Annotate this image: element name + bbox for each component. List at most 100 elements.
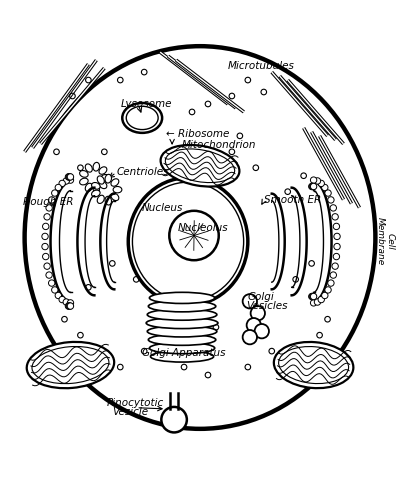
Circle shape: [48, 280, 55, 286]
Circle shape: [332, 263, 338, 269]
Ellipse shape: [105, 174, 112, 183]
Text: Pinocytotic: Pinocytotic: [106, 398, 164, 408]
Circle shape: [325, 190, 331, 196]
Text: Cell
Membrane: Cell Membrane: [376, 217, 395, 266]
Ellipse shape: [113, 186, 122, 193]
Text: Mitochondrion: Mitochondrion: [182, 140, 256, 149]
Circle shape: [66, 174, 73, 180]
Circle shape: [332, 214, 338, 220]
Circle shape: [63, 178, 70, 184]
Circle shape: [322, 184, 328, 191]
Circle shape: [328, 280, 334, 286]
Ellipse shape: [150, 292, 215, 304]
Text: Nucleus: Nucleus: [142, 203, 184, 213]
Ellipse shape: [122, 103, 162, 133]
Circle shape: [309, 293, 315, 300]
Circle shape: [169, 211, 219, 260]
Circle shape: [66, 303, 72, 309]
Ellipse shape: [101, 174, 110, 181]
Ellipse shape: [25, 46, 375, 429]
Circle shape: [67, 303, 74, 309]
Text: Centrioles: Centrioles: [116, 167, 169, 177]
Circle shape: [243, 294, 257, 308]
Circle shape: [309, 293, 316, 300]
Circle shape: [255, 324, 269, 338]
Ellipse shape: [150, 342, 215, 354]
Ellipse shape: [97, 195, 104, 204]
Ellipse shape: [274, 342, 353, 388]
Circle shape: [330, 205, 336, 211]
Circle shape: [44, 214, 50, 220]
Text: Rough ER: Rough ER: [23, 197, 73, 206]
Text: Golgi Apparatus: Golgi Apparatus: [142, 348, 226, 358]
Circle shape: [67, 177, 74, 183]
Ellipse shape: [85, 164, 92, 172]
Circle shape: [334, 243, 340, 250]
Circle shape: [48, 197, 55, 203]
Ellipse shape: [148, 301, 216, 312]
Circle shape: [65, 174, 72, 180]
Ellipse shape: [105, 196, 112, 205]
Ellipse shape: [148, 334, 216, 345]
Circle shape: [161, 407, 187, 433]
Circle shape: [66, 174, 72, 180]
Circle shape: [325, 287, 331, 293]
Circle shape: [52, 287, 58, 293]
Circle shape: [52, 190, 58, 196]
Ellipse shape: [80, 178, 88, 185]
Ellipse shape: [92, 190, 100, 197]
Ellipse shape: [92, 182, 100, 189]
Circle shape: [310, 293, 316, 300]
Ellipse shape: [111, 179, 119, 186]
Circle shape: [42, 233, 48, 240]
Text: Lysosome: Lysosome: [120, 99, 172, 109]
Circle shape: [333, 253, 340, 260]
Text: Vesicles: Vesicles: [247, 301, 288, 311]
Circle shape: [318, 180, 324, 187]
Ellipse shape: [150, 351, 214, 362]
Circle shape: [67, 300, 74, 306]
Ellipse shape: [160, 145, 240, 186]
Circle shape: [42, 223, 49, 229]
Circle shape: [55, 292, 62, 299]
Circle shape: [309, 183, 316, 190]
Text: Nucleolus: Nucleolus: [178, 223, 229, 232]
Circle shape: [310, 300, 317, 306]
Text: Vesicle: Vesicle: [112, 407, 148, 417]
Circle shape: [310, 183, 316, 190]
Circle shape: [310, 293, 317, 300]
Circle shape: [333, 223, 340, 229]
Ellipse shape: [97, 176, 104, 184]
Circle shape: [328, 197, 334, 203]
Circle shape: [42, 253, 49, 260]
Ellipse shape: [128, 178, 248, 305]
Circle shape: [247, 318, 261, 332]
Circle shape: [46, 205, 52, 211]
Text: ← Ribosome: ← Ribosome: [166, 129, 230, 139]
Circle shape: [314, 178, 321, 184]
Circle shape: [309, 183, 315, 190]
Circle shape: [251, 306, 265, 320]
Circle shape: [59, 180, 65, 187]
Circle shape: [318, 297, 324, 303]
Circle shape: [44, 263, 50, 269]
Text: Smooth ER: Smooth ER: [264, 194, 321, 205]
Ellipse shape: [111, 193, 119, 201]
Circle shape: [314, 299, 321, 305]
Ellipse shape: [93, 162, 100, 171]
Circle shape: [66, 303, 73, 309]
Circle shape: [67, 174, 74, 180]
Ellipse shape: [147, 309, 217, 320]
Ellipse shape: [99, 167, 107, 174]
Ellipse shape: [147, 326, 217, 337]
Circle shape: [330, 272, 336, 278]
Circle shape: [243, 330, 257, 344]
Circle shape: [46, 272, 52, 278]
Circle shape: [310, 183, 317, 190]
Circle shape: [59, 297, 65, 303]
Circle shape: [42, 243, 48, 250]
Text: Microtubules: Microtubules: [228, 61, 295, 71]
Circle shape: [65, 303, 72, 309]
Ellipse shape: [85, 183, 92, 192]
Circle shape: [334, 233, 340, 240]
